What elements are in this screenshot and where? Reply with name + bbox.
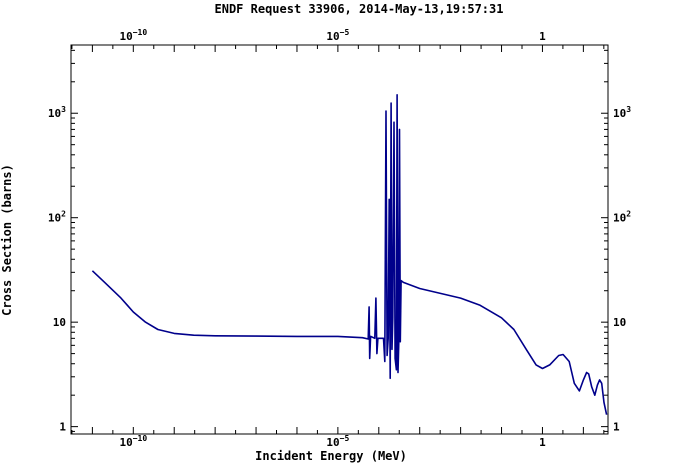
chart-title: ENDF Request 33906, 2014-May-13,19:57:31 — [215, 2, 504, 16]
y-tick-label-left: 1 — [59, 421, 66, 434]
axis-tick-labels: 10−10 10−10 10−5 10−5 1 1 1 1 10 10 102 102 103 103 — [48, 28, 631, 449]
x-tick-label-bottom: 1 — [539, 436, 546, 449]
y-tick-label-right: 10 — [613, 316, 626, 329]
x-axis-label: Incident Energy (MeV) — [255, 449, 407, 463]
y-tick-label-left: 103 — [48, 105, 66, 120]
plot-frame — [70, 44, 609, 435]
x-tick-label-bottom: 10−5 — [326, 434, 349, 449]
x-tick-label-top: 10−5 — [326, 28, 349, 43]
y-tick-label-right: 1 — [613, 421, 620, 434]
x-tick-label-top: 10−10 — [119, 28, 147, 43]
series-layer — [91, 94, 608, 415]
series-line-0 — [91, 94, 608, 415]
y-tick-label-left: 10 — [53, 316, 66, 329]
y-axis-label: Cross Section (barns) — [0, 164, 14, 316]
x-tick-label-bottom: 10−10 — [119, 434, 147, 449]
y-tick-label-right: 102 — [613, 210, 631, 225]
y-tick-label-right: 103 — [613, 105, 631, 120]
x-tick-label-top: 1 — [539, 30, 546, 43]
axis-ticks — [71, 45, 608, 434]
y-tick-label-left: 102 — [48, 210, 66, 225]
